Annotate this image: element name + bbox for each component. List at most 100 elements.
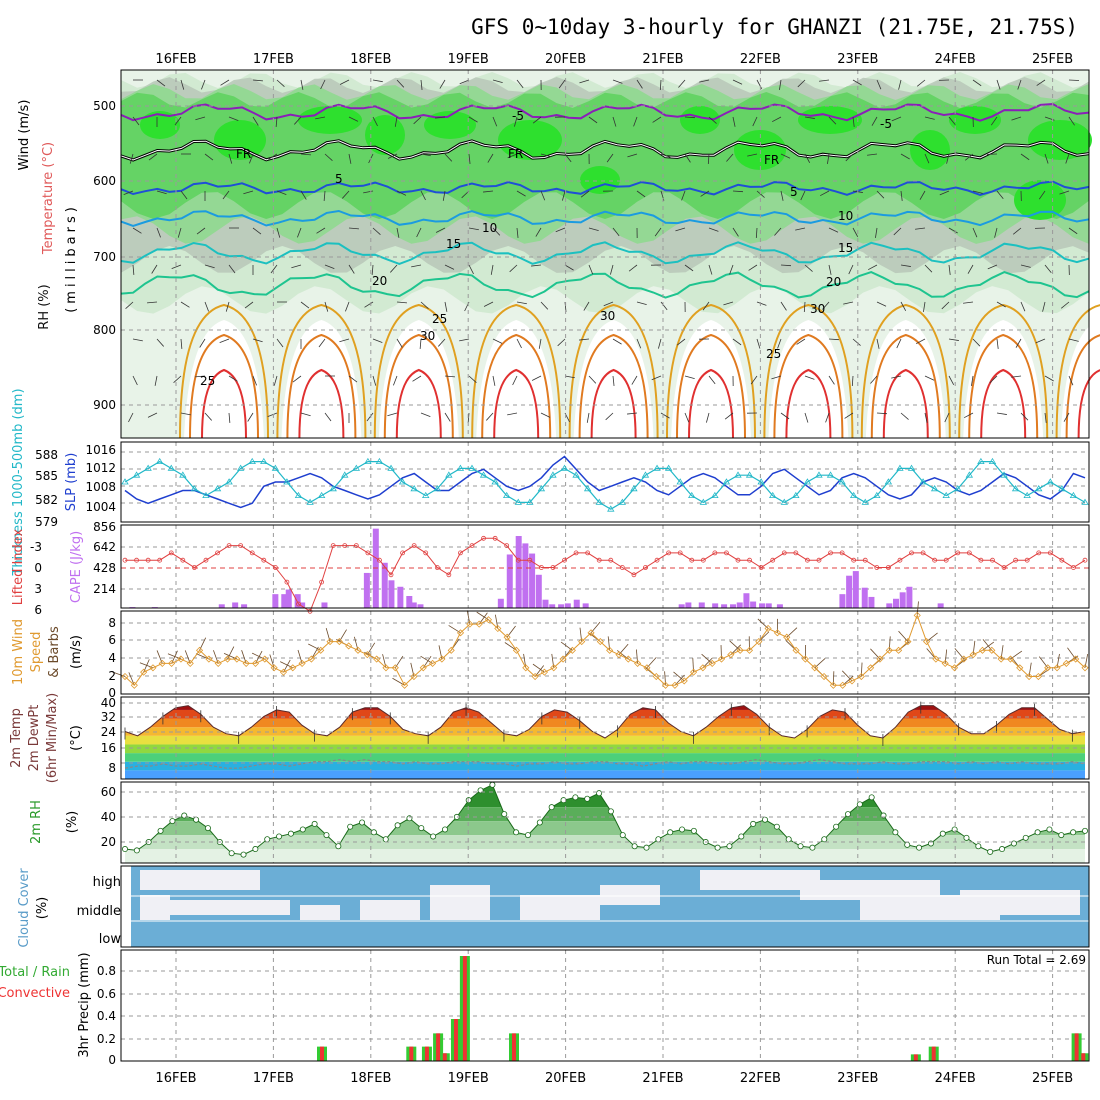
- contour-label: -5: [512, 109, 524, 123]
- wind-barb: [964, 153, 974, 161]
- rh-point: [1058, 832, 1065, 839]
- contour-label: 10: [838, 209, 853, 223]
- rh-high-blob: [1028, 120, 1092, 160]
- wind-barb: [558, 79, 566, 89]
- wind-barb: [393, 375, 398, 386]
- wind-barb: [300, 301, 310, 309]
- date-label-17feb: 17FEB: [253, 52, 294, 67]
- wind-barb: [273, 375, 278, 386]
- lifted-index-point: [469, 543, 475, 548]
- wind-barb: [876, 412, 888, 415]
- wind-barb: [132, 227, 142, 234]
- lifted-index-point: [1024, 557, 1030, 563]
- thickness-point: [630, 485, 638, 492]
- wind-barb: [852, 338, 861, 346]
- wind-barb: [204, 264, 215, 269]
- lifted-index-point: [562, 557, 567, 563]
- wind-speed-point: [354, 646, 362, 654]
- wind-barb: [244, 301, 254, 309]
- panel-10m-wind: 8 6 4 2 0: [108, 601, 1090, 700]
- rh-point: [465, 797, 472, 804]
- wind-barb: [228, 153, 233, 164]
- rh-point: [193, 816, 200, 823]
- wind-barb: [366, 412, 374, 422]
- tick-label: 32: [101, 710, 116, 724]
- wind-barb: [1011, 375, 1022, 378]
- wind-barb: [659, 79, 662, 91]
- contour-label: 5: [335, 172, 343, 186]
- wind-barb: [387, 412, 398, 417]
- wind-barb: [318, 338, 326, 348]
- wind-speed-point: [522, 664, 530, 672]
- wind-barb: [636, 190, 646, 198]
- wind-barb: [363, 190, 374, 194]
- lifted-index-point: [261, 557, 267, 563]
- wind-barb: [996, 338, 999, 349]
- rh-point: [1070, 829, 1077, 836]
- cloud-level-low: low: [99, 932, 122, 947]
- tick-label: 582: [35, 493, 58, 507]
- lifted-index-point: [643, 565, 648, 570]
- wind-speed-point: [335, 638, 343, 646]
- lifted-index-point: [1082, 557, 1088, 563]
- lifted-index-point: [724, 550, 729, 556]
- rh-point: [287, 830, 294, 837]
- wind-speed-point: [531, 672, 539, 681]
- wind-barb: [492, 116, 498, 127]
- rh-point: [975, 843, 982, 850]
- wind-barb: [420, 190, 426, 201]
- wind-speed-point: [783, 633, 791, 641]
- rh-point: [299, 826, 306, 833]
- date-label-20feb: 20FEB: [545, 52, 586, 67]
- wind-barb: [324, 264, 335, 269]
- rh-point: [335, 843, 342, 850]
- wind-barb: [442, 190, 446, 201]
- wind-barb: [732, 338, 742, 346]
- wind-speed-point: [839, 681, 847, 689]
- cape-bar: [522, 543, 529, 608]
- wind-speed-point: [820, 672, 828, 681]
- contour-label: 25: [766, 347, 781, 361]
- thickness-point: [1023, 491, 1031, 498]
- wind-speed-point: [755, 638, 763, 646]
- thickness-point: [861, 498, 869, 505]
- contour-label: 25: [432, 312, 447, 326]
- contour-30: [968, 333, 1039, 439]
- thickness-line: [124, 460, 1086, 510]
- tick-label: 2: [108, 669, 116, 683]
- contour-label: FR: [508, 147, 523, 161]
- wind-barb: [916, 79, 926, 87]
- contour-label: 15: [838, 241, 853, 255]
- panel-2m-rh: 60 40 20: [101, 781, 1090, 864]
- tick-label: 20: [101, 835, 116, 849]
- wind-barb: [339, 338, 350, 343]
- wind-barb: [174, 116, 182, 126]
- wind-speed-point: [373, 655, 381, 663]
- wind-barb: [252, 116, 259, 126]
- wind-speed-point: [326, 638, 334, 646]
- wind-barb: [396, 227, 400, 238]
- thickness-point: [664, 464, 673, 471]
- wind-barb: [1044, 375, 1054, 382]
- lifted-index-point: [1071, 565, 1076, 570]
- wind-barb: [300, 190, 307, 200]
- panel-slp-thickness: 588 585 582 579 1016 1012 1008 1004: [35, 441, 1090, 529]
- label-precip-unit: 3hr Precip (mm): [77, 952, 92, 1057]
- rh-point: [382, 836, 389, 843]
- wind-barb: [779, 79, 782, 90]
- rh-point: [999, 846, 1006, 853]
- rh-point: [631, 843, 638, 850]
- cape-bar: [712, 603, 719, 608]
- lifted-index-point: [920, 550, 926, 556]
- wind-speed-point: [717, 655, 726, 663]
- cape-bar: [839, 594, 846, 608]
- contour-30: [1065, 334, 1100, 439]
- date-label-22feb: 22FEB: [740, 1071, 781, 1086]
- wind-barb: [219, 338, 230, 343]
- wind-speed-point: [438, 655, 446, 663]
- wind-barb: [156, 190, 167, 195]
- wind-barb: [444, 301, 448, 312]
- lifted-index-point: [828, 550, 833, 556]
- cloud-gap: [170, 900, 290, 915]
- label-total-rain: Total / Rain: [0, 965, 70, 980]
